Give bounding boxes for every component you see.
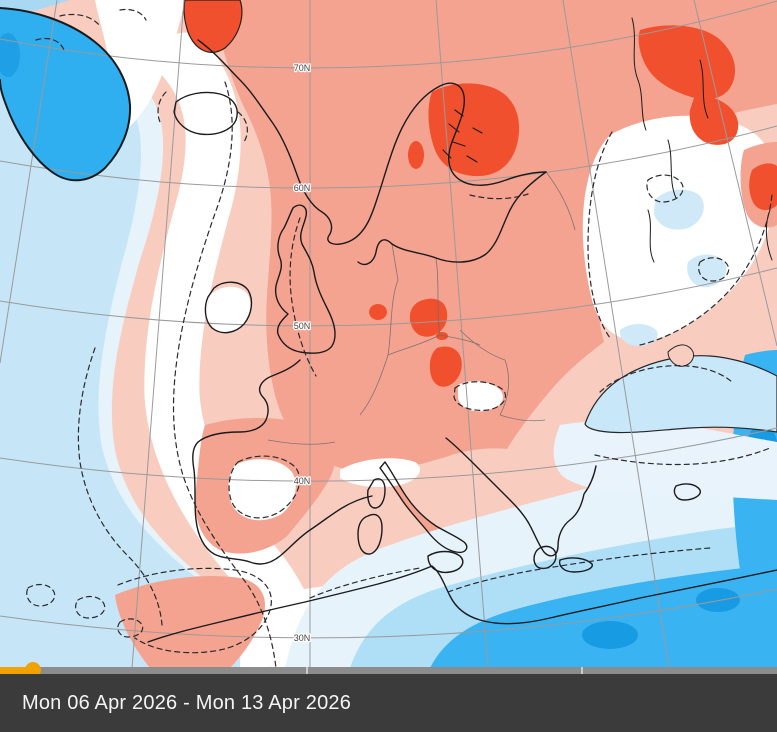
strong-warm-anomaly-patches: [183, 0, 777, 387]
latitude-label-40n: 40N: [294, 476, 311, 486]
country-borders: [267, 171, 576, 445]
europe-anomaly-map[interactable]: 70N 60N 50N 40N 30N: [0, 0, 777, 668]
latitude-labels: 70N 60N 50N 40N 30N: [292, 62, 311, 645]
footer-bar: Mon 06 Apr 2026 - Mon 13 Apr 2026: [0, 674, 777, 732]
anomaly-contour-lines: [26, 8, 773, 668]
timeline-tick: [306, 667, 308, 674]
latitude-label-60n: 60N: [294, 183, 311, 193]
anomaly-fill-regions: [0, 0, 777, 668]
timeline-progress: [0, 667, 33, 674]
graticule-grid: [0, 0, 777, 668]
latitude-label-30n: 30N: [294, 633, 311, 643]
date-range-label: Mon 06 Apr 2026 - Mon 13 Apr 2026: [22, 691, 352, 714]
latitude-label-50n: 50N: [294, 321, 311, 331]
latitude-label-70n: 70N: [294, 63, 311, 73]
timeline-tick: [581, 667, 583, 674]
timeline-slider-track[interactable]: [0, 662, 777, 678]
